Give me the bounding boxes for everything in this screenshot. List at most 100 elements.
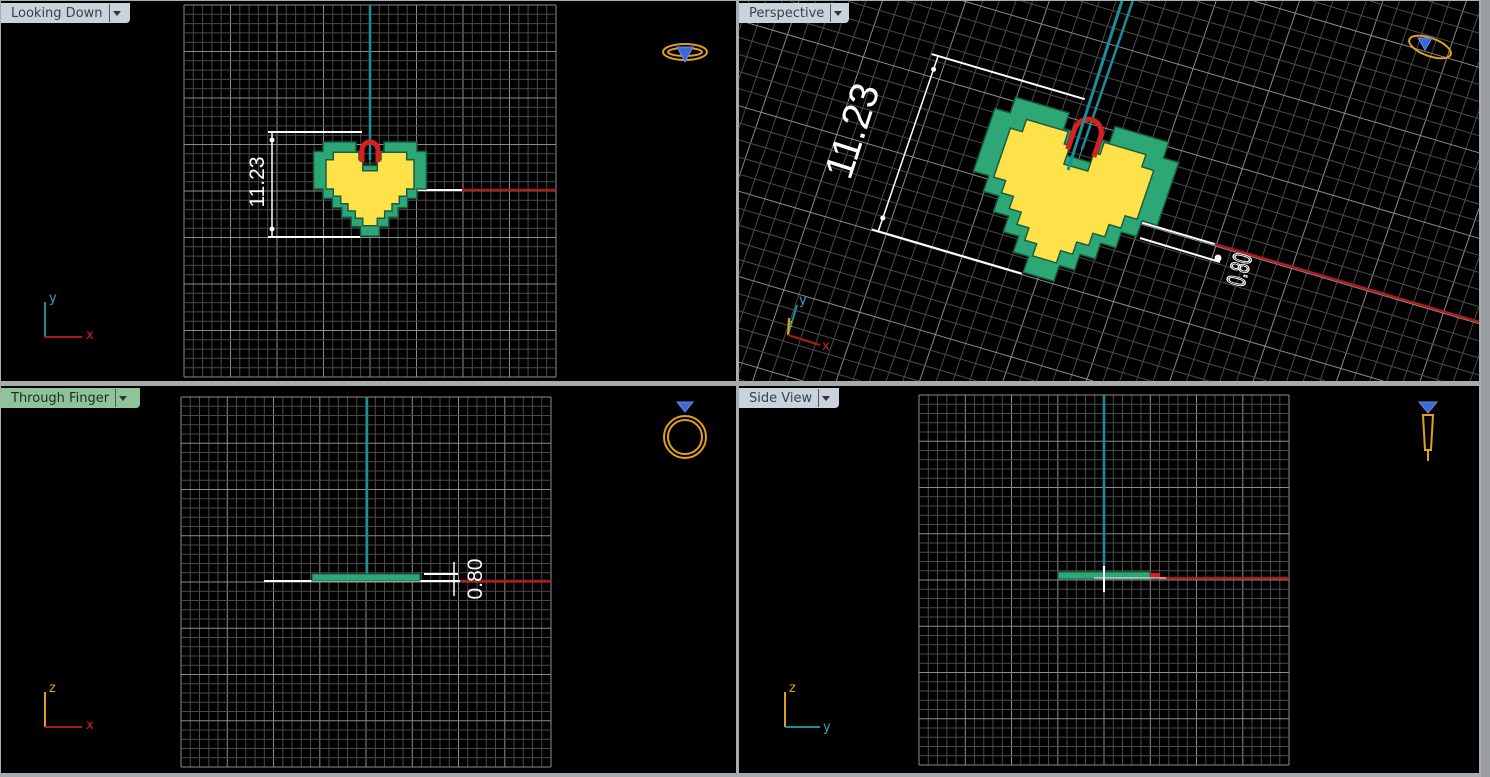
grid-line [738,0,850,324]
y-axis-indicator [787,304,798,336]
dimension-height-top[interactable]: 11.23 [246,157,269,208]
pendant-profile [311,573,421,582]
axis-label-y: y [799,293,807,308]
grid-line [885,0,1017,382]
right-edge-bar [1481,0,1490,777]
dimension-thickness-front[interactable]: 0.80 [464,559,487,600]
grid-line [1427,0,1480,17]
viewport-tab-looking-down[interactable]: Looking Down [1,3,130,23]
grid-line [835,0,967,382]
z-axis-line [1066,0,1124,171]
dimension-extension-line [931,53,1086,101]
grid-line [802,0,933,382]
dimension-arrow [880,215,886,221]
grid-line [738,0,800,178]
grid-line [738,139,1480,359]
grid-line [1137,0,1480,102]
grid-line [785,0,917,382]
grid-line [1021,0,1480,137]
grid-line [738,378,746,382]
viewport-title: Side View [749,390,813,406]
grid-line [738,207,1326,382]
bail [359,139,381,162]
grid-line [1419,208,1480,382]
grid-line [738,0,817,226]
axis-label-x: x [86,328,94,343]
grid-line [738,293,1036,382]
grid-line [738,0,833,275]
axis-label-z: z [49,681,56,696]
viewport-menu-chevron-icon[interactable] [115,389,130,407]
grid-line [1311,0,1480,51]
grid-line [1269,0,1401,382]
ring-perspective-gizmo-icon[interactable] [1406,31,1454,63]
grid-line [752,0,883,382]
dimension-line [877,55,939,232]
grid-line [738,327,920,382]
dimension-arrow [269,137,275,143]
grid-line [1195,0,1480,85]
grid-line [1079,0,1480,120]
grid-line [1369,61,1480,382]
grid-line [1369,0,1480,34]
grid-line [738,156,1480,376]
grid-line [1219,0,1351,382]
viewport-menu-chevron-icon[interactable] [830,4,845,22]
axis-label-z: z [789,681,796,696]
axis-triad-top: y x [44,291,94,343]
grid-line [738,224,1268,382]
ring-top-gizmo-icon[interactable] [662,43,708,64]
ring-side-gizmo-icon[interactable] [1417,401,1439,461]
dimension-arrow [931,66,937,72]
dimension-extension-line [871,228,1022,275]
axis-triad-side: z y [784,681,831,735]
viewport-tab-side-view[interactable]: Side View [739,388,839,408]
viewport-title: Perspective [749,5,825,21]
dimension-extension-line [1139,237,1221,263]
grid-line [738,344,862,382]
grid-line [869,0,1000,382]
grid-line [789,0,1480,205]
grid-line [738,0,867,373]
axis-triad-perspective: y z x [787,293,830,354]
grid-line [902,0,1034,382]
x-axis-extension [1139,221,1216,246]
x-axis-indicator [787,334,821,346]
viewport-tab-through-finger[interactable]: Through Finger [1,388,140,408]
viewport-menu-chevron-icon[interactable] [818,389,833,407]
grid-line [1436,257,1480,382]
grid-line [738,19,1480,239]
grid-line [1236,0,1367,382]
grid-line [738,2,1480,222]
z-axis-indicator [787,317,790,336]
grid-line [963,0,1480,154]
grid-line [1352,12,1480,382]
y-axis-line [1080,0,1134,151]
grid-line [738,242,1210,382]
bail-profile [1150,573,1160,578]
grid-line [1152,0,1284,382]
viewport-title: Through Finger [11,390,110,406]
grid-line [1119,0,1250,382]
grid-line [1169,0,1300,382]
side-view-scene [918,394,1290,766]
front-view-scene [180,396,552,768]
grid-line [768,0,900,382]
grid-line [738,259,1152,382]
grid-line [1336,0,1467,382]
ring-front-gizmo-icon[interactable] [663,401,707,459]
axis-label-y: y [823,720,831,735]
grid-line [1386,110,1480,382]
grid-line [1402,159,1480,382]
viewport-menu-chevron-icon[interactable] [108,4,124,22]
viewport-tab-perspective[interactable]: Perspective [739,3,849,23]
viewport-title: Looking Down [11,5,103,21]
grid-line [905,0,1480,171]
axis-label-y: y [49,291,57,306]
grid-line [847,0,1480,188]
top-view-scene [183,4,557,378]
dimension-arrow [269,226,275,232]
grid-line [738,310,978,382]
bail [1065,116,1104,158]
